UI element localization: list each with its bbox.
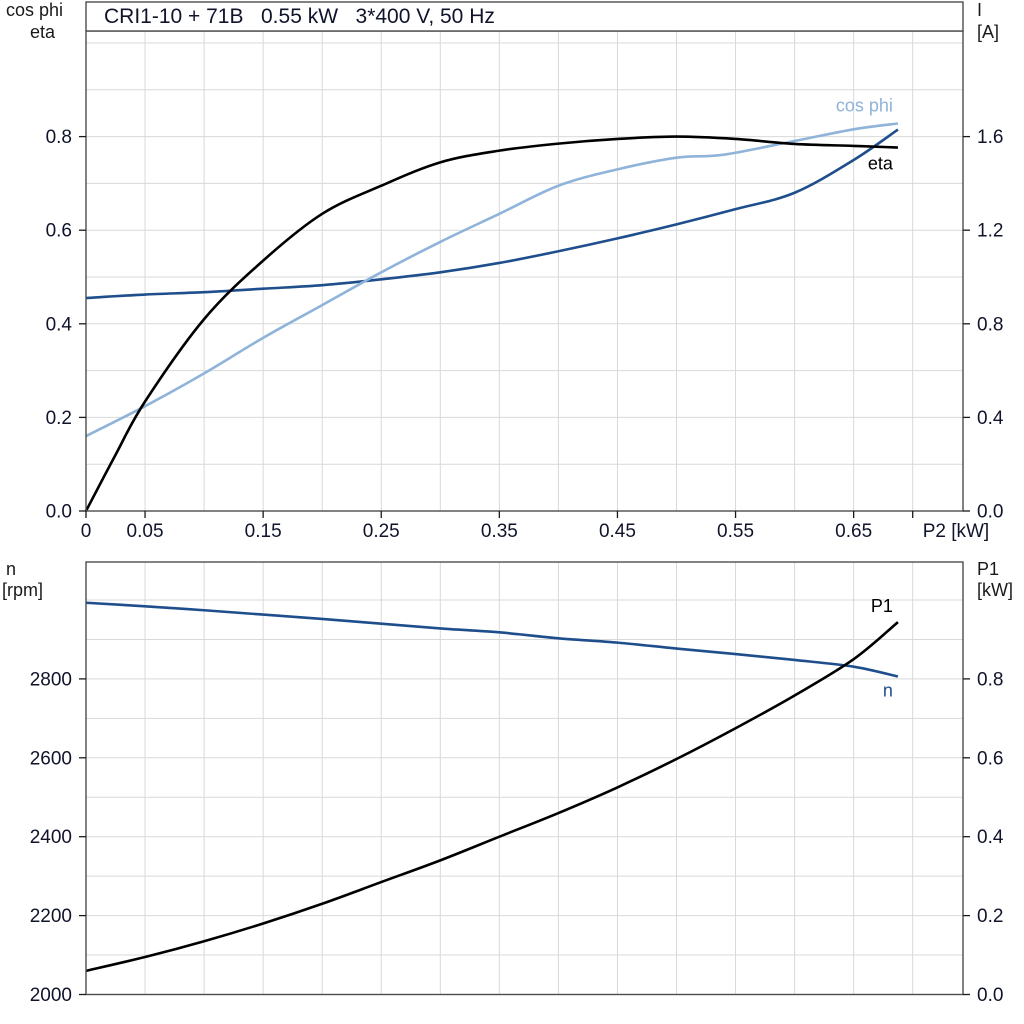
svg-text:0.0: 0.0: [46, 502, 72, 523]
svg-text:0.0: 0.0: [977, 502, 1003, 523]
svg-text:n: n: [6, 559, 16, 579]
svg-text:2000: 2000: [30, 985, 72, 1006]
svg-text:0: 0: [81, 521, 92, 542]
svg-text:0.15: 0.15: [245, 521, 282, 542]
svg-text:0.6: 0.6: [46, 221, 72, 242]
svg-text:0.55: 0.55: [717, 521, 754, 542]
svg-text:[A]: [A]: [977, 22, 999, 42]
svg-text:0.2: 0.2: [977, 906, 1003, 927]
svg-text:eta: eta: [30, 22, 56, 42]
svg-text:2400: 2400: [30, 827, 72, 848]
svg-text:0.05: 0.05: [127, 521, 164, 542]
svg-text:n: n: [883, 681, 893, 701]
svg-text:P1: P1: [977, 559, 999, 579]
svg-text:0.0: 0.0: [977, 985, 1003, 1006]
svg-text:0.4: 0.4: [46, 314, 73, 335]
svg-text:1.2: 1.2: [977, 221, 1003, 242]
svg-text:I: I: [977, 0, 982, 20]
svg-text:2200: 2200: [30, 906, 72, 927]
svg-text:0.4: 0.4: [977, 408, 1004, 429]
svg-text:0.8: 0.8: [46, 127, 72, 148]
svg-text:0.8: 0.8: [977, 314, 1003, 335]
svg-text:0.6: 0.6: [977, 748, 1003, 769]
svg-text:cos phi: cos phi: [836, 96, 893, 116]
svg-text:CRI1-10 + 71B 0.55 kW 3*40: CRI1-10 + 71B 0.55 kW 3*400 V, 50 Hz: [104, 5, 495, 28]
svg-text:0.65: 0.65: [835, 521, 872, 542]
svg-text:P2 [kW]: P2 [kW]: [923, 521, 990, 542]
svg-text:0.25: 0.25: [363, 521, 400, 542]
svg-text:1.6: 1.6: [977, 127, 1003, 148]
svg-text:2600: 2600: [30, 748, 72, 769]
svg-text:[rpm]: [rpm]: [2, 580, 43, 600]
svg-text:0.8: 0.8: [977, 669, 1003, 690]
svg-text:0.2: 0.2: [46, 408, 72, 429]
svg-text:cos phi: cos phi: [6, 0, 63, 20]
svg-text:[kW]: [kW]: [977, 580, 1013, 600]
svg-text:0.35: 0.35: [481, 521, 518, 542]
svg-text:0.4: 0.4: [977, 827, 1004, 848]
svg-text:0.45: 0.45: [599, 521, 636, 542]
svg-text:eta: eta: [868, 154, 894, 174]
svg-text:P1: P1: [871, 596, 893, 616]
svg-text:2800: 2800: [30, 669, 72, 690]
